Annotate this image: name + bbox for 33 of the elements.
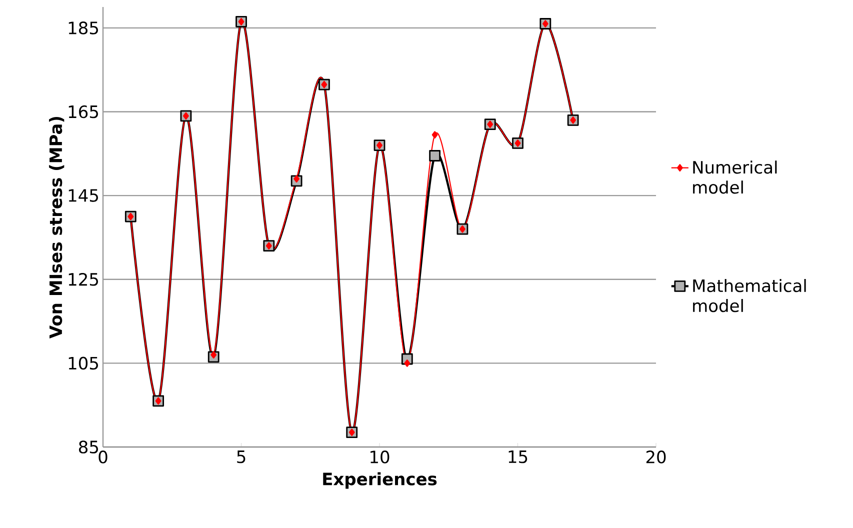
point bbox=[376, 142, 382, 149]
x-tick-label: 15 bbox=[508, 450, 528, 464]
point bbox=[429, 150, 441, 162]
x-tick-label: 20 bbox=[646, 450, 666, 464]
legend-label: Mathematical model bbox=[693, 278, 806, 312]
y-tick-label: 165 bbox=[68, 105, 98, 118]
point bbox=[514, 139, 521, 147]
point bbox=[238, 18, 244, 26]
point bbox=[460, 225, 466, 233]
point bbox=[570, 116, 576, 124]
point bbox=[404, 359, 410, 367]
y-tick-label: 125 bbox=[68, 272, 98, 286]
point bbox=[210, 351, 217, 359]
point bbox=[294, 175, 300, 183]
point bbox=[128, 212, 134, 220]
y-tick-label: 185 bbox=[68, 22, 98, 34]
x-tick-label: 0 bbox=[98, 450, 108, 464]
point bbox=[266, 242, 272, 250]
x-tick-label: 5 bbox=[237, 450, 246, 464]
point bbox=[432, 131, 438, 139]
point bbox=[155, 397, 162, 405]
point bbox=[321, 80, 328, 88]
legend-label: Numerical model bbox=[693, 160, 777, 194]
point bbox=[487, 120, 494, 128]
y-tick-label: 105 bbox=[68, 356, 98, 370]
x-axis-title: Experiences bbox=[323, 472, 437, 489]
y-axis-title: Von MIses stress (MPa) bbox=[49, 116, 64, 338]
y-tick-label: 85 bbox=[79, 440, 98, 454]
point bbox=[542, 20, 548, 28]
point bbox=[348, 428, 355, 436]
point bbox=[183, 112, 189, 120]
y-tick-label: 145 bbox=[68, 189, 98, 202]
x-tick-label: 10 bbox=[370, 450, 390, 464]
